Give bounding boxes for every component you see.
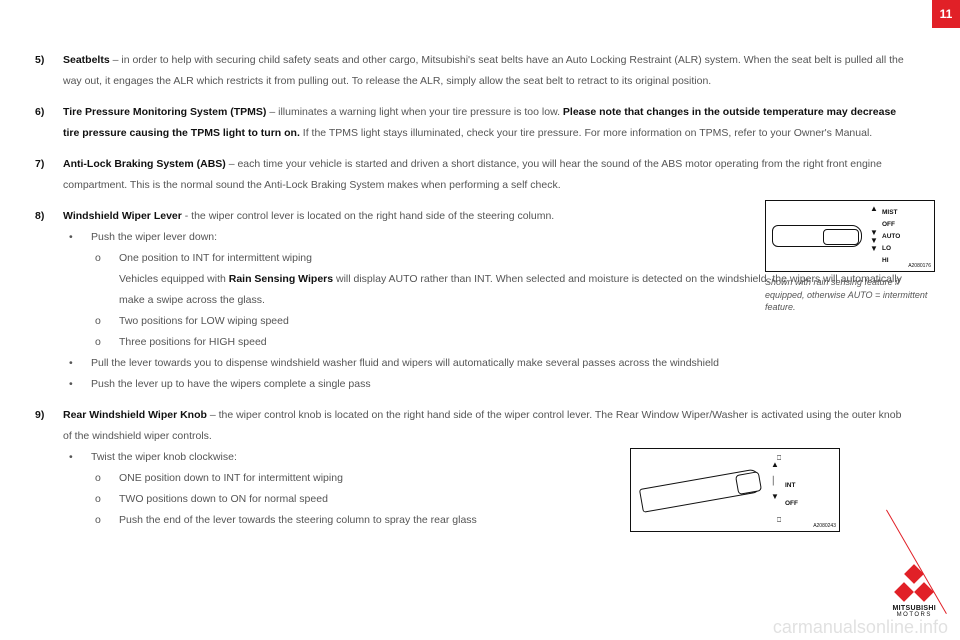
- item-body: Tire Pressure Monitoring System (TPMS) –…: [63, 102, 915, 144]
- sub-text: TWO positions down to ON for normal spee…: [119, 489, 633, 510]
- fig-label: MIST: [882, 207, 900, 219]
- figure-code: A2080243: [813, 523, 836, 529]
- figure-box: ▲▼▼▼ MIST OFF AUTO LO HI A2080176: [765, 200, 935, 272]
- item-title: Rear Windshield Wiper Knob: [63, 409, 207, 421]
- bullet-marker: •: [63, 353, 91, 374]
- o-marker: o: [91, 489, 119, 510]
- item-body: Seatbelts – in order to help with securi…: [63, 50, 915, 92]
- sub-text-a: One position to INT for intermittent wip…: [119, 252, 312, 264]
- bullet-text: Twist the wiper knob clockwise:: [91, 447, 633, 468]
- washer-icon: ⎕: [777, 517, 781, 525]
- figure-wiper-lever: ▲▼▼▼ MIST OFF AUTO LO HI A2080176 Shown …: [765, 200, 935, 314]
- rear-lever-illustration: [639, 468, 761, 512]
- item-number: 6): [35, 102, 63, 144]
- fig-label: AUTO: [882, 231, 900, 243]
- o-marker: o: [91, 311, 119, 332]
- item-title: Windshield Wiper Lever: [63, 210, 182, 222]
- sub-row: o Two positions for LOW wiping speed: [63, 311, 915, 332]
- brand-name: MITSUBISHI: [893, 605, 936, 612]
- figure-caption: Shown with rain sensing feature if equip…: [765, 276, 935, 314]
- bullet-text: Push the lever up to have the wipers com…: [91, 374, 915, 395]
- sub-text: Two positions for LOW wiping speed: [119, 311, 915, 332]
- bullet-text: Pull the lever towards you to dispense w…: [91, 353, 903, 374]
- fig-label: INT: [785, 477, 798, 495]
- o-marker: o: [91, 510, 119, 531]
- list-item-5: 5) Seatbelts – in order to help with sec…: [35, 50, 915, 92]
- sub-row: o Three positions for HIGH speed: [63, 332, 915, 353]
- o-marker: o: [91, 468, 119, 489]
- bullet-marker: •: [63, 227, 91, 248]
- item-title: Tire Pressure Monitoring System (TPMS): [63, 106, 266, 118]
- sub-text-bold: Rain Sensing Wipers: [229, 273, 333, 285]
- item-text-tail: If the TPMS light stays illuminated, che…: [300, 127, 872, 139]
- sub-row: o Push the end of the lever towards the …: [63, 510, 633, 531]
- fig-label: OFF: [882, 219, 900, 231]
- item-text: – illuminates a warning light when your …: [266, 106, 562, 118]
- fig-label: HI: [882, 255, 900, 267]
- item-number: 8): [35, 206, 63, 395]
- list-item-6: 6) Tire Pressure Monitoring System (TPMS…: [35, 102, 915, 144]
- fig-label: LO: [882, 243, 900, 255]
- sub-text: Push the end of the lever towards the st…: [119, 510, 633, 531]
- figure-code: A2080176: [908, 263, 931, 269]
- sub-text: ONE position down to INT for intermitten…: [119, 468, 633, 489]
- list-item-7: 7) Anti-Lock Braking System (ABS) – each…: [35, 154, 915, 196]
- mitsubishi-logo-icon: [894, 567, 934, 603]
- bullet-marker: •: [63, 447, 91, 468]
- sub-row: o ONE position down to INT for intermitt…: [63, 468, 633, 489]
- item-number: 5): [35, 50, 63, 92]
- arrow-column: ▲│▼: [771, 461, 779, 501]
- bullet-row: • Push the lever up to have the wipers c…: [63, 374, 915, 395]
- o-marker: o: [91, 332, 119, 353]
- label-column: INT OFF: [785, 477, 798, 513]
- arrow-column: ▲▼▼▼: [870, 205, 878, 253]
- sub-row: o TWO positions down to ON for normal sp…: [63, 489, 633, 510]
- lever-illustration: [772, 225, 862, 247]
- item-body: Anti-Lock Braking System (ABS) – each ti…: [63, 154, 915, 196]
- o-marker: o: [91, 248, 119, 311]
- item-text: – in order to help with securing child s…: [63, 54, 904, 87]
- bullet-marker: •: [63, 374, 91, 395]
- bullet-row: • Twist the wiper knob clockwise:: [63, 447, 633, 468]
- item-title: Anti-Lock Braking System (ABS): [63, 158, 226, 170]
- figure-box: ⎕ ▲│▼ INT OFF ⎕ A2080243: [630, 448, 840, 532]
- item-number: 9): [35, 405, 63, 531]
- bullet-row: • Pull the lever towards you to dispense…: [63, 353, 903, 374]
- item-text: - the wiper control lever is located on …: [182, 210, 554, 222]
- fig-label: OFF: [785, 495, 798, 513]
- item-number: 7): [35, 154, 63, 196]
- sub-text: Three positions for HIGH speed: [119, 332, 915, 353]
- figure-rear-wiper-knob: ⎕ ▲│▼ INT OFF ⎕ A2080243: [630, 448, 840, 532]
- page-number-tab: 11: [932, 0, 960, 28]
- brand-logo-block: MITSUBISHI MOTORS: [893, 567, 936, 618]
- sub-text-pre: Vehicles equipped with: [119, 273, 229, 285]
- item-title: Seatbelts: [63, 54, 110, 66]
- label-column: MIST OFF AUTO LO HI: [882, 207, 900, 267]
- watermark-text: carmanualsonline.info: [773, 617, 948, 638]
